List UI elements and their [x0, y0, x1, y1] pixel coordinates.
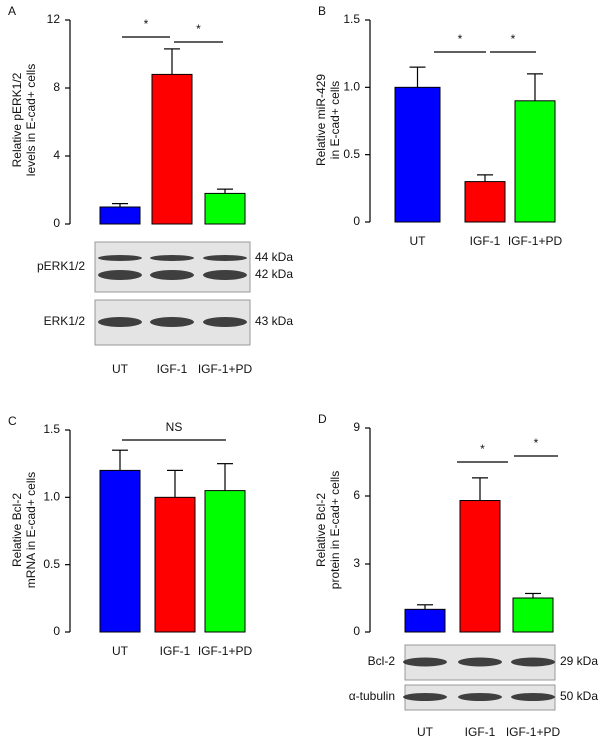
x-tick-label: IGF-1	[470, 234, 501, 248]
y-axis-label: Relative miR-429	[314, 74, 328, 166]
y-axis-label: protein in E-cad+ cells	[328, 471, 342, 589]
significance-label: *	[196, 22, 201, 36]
bar	[204, 490, 246, 633]
y-axis-label: levels in E-cad+ cells	[24, 64, 38, 176]
blot-row-label: ERK1/2	[44, 314, 86, 328]
error-bar	[532, 593, 534, 598]
x-tick-label: IGF-1+PD	[508, 234, 563, 248]
y-tick-label: 0	[53, 624, 60, 638]
error-bar	[174, 470, 176, 498]
blot-band	[403, 657, 447, 667]
error-bar	[484, 174, 486, 182]
y-tick-label: 6	[353, 488, 360, 502]
blot-row-label: Bcl-2	[368, 654, 396, 668]
y-tick-label: 1.5	[343, 12, 360, 26]
bar	[154, 496, 196, 633]
x-tick-label: UT	[417, 725, 434, 739]
blot-band	[458, 657, 502, 667]
significance-label: *	[511, 32, 516, 46]
blot-panel	[94, 241, 251, 293]
blot-band	[203, 317, 247, 327]
error-bar	[534, 73, 536, 101]
y-axis-label: in E-cad+ cells	[328, 81, 342, 159]
y-tick-label: 9	[353, 420, 360, 434]
blot-band	[98, 317, 142, 327]
bar	[459, 500, 501, 633]
panel-label: A	[8, 4, 16, 18]
blot-band	[511, 693, 555, 701]
significance-label: *	[144, 17, 149, 31]
y-tick-label: 1.0	[343, 80, 360, 94]
bar	[99, 469, 141, 633]
y-tick-label: 0	[353, 624, 360, 638]
blot-row-label: α-tubulin	[349, 689, 395, 703]
band-size-label: 42 kDa	[255, 267, 293, 281]
blot-band	[150, 317, 194, 327]
bar	[99, 206, 141, 225]
y-axis-label: Relative pERK1/2	[10, 72, 24, 167]
band-size-label: 50 kDa	[560, 689, 598, 703]
y-tick-label: 12	[47, 12, 61, 26]
y-axis-label: Relative Bcl-2	[314, 493, 328, 567]
y-tick-label: 8	[53, 80, 60, 94]
y-tick-label: 0.5	[343, 147, 360, 161]
error-bar	[224, 189, 226, 194]
blot-row-label: pERK1/2	[37, 259, 85, 273]
y-tick-label: 1.0	[43, 490, 60, 504]
error-bar	[224, 463, 226, 491]
y-axis-label: mRNA in E-cad+ cells	[24, 472, 38, 588]
x-tick-label: UT	[112, 362, 129, 376]
blot-band	[203, 255, 247, 261]
y-tick-label: 0.5	[43, 557, 60, 571]
band-size-label: 43 kDa	[255, 314, 293, 328]
significance-label: *	[480, 442, 485, 456]
blot-band	[98, 255, 142, 261]
x-tick-label: UT	[410, 234, 427, 248]
error-bar	[416, 67, 419, 88]
panel-label: B	[318, 4, 326, 18]
significance-label: *	[534, 436, 539, 450]
blot-band	[403, 693, 447, 701]
x-tick-label: IGF-1+PD	[506, 725, 561, 739]
error-bar	[119, 203, 121, 207]
blot-band	[203, 270, 247, 280]
error-bar	[424, 604, 426, 610]
x-tick-label: UT	[112, 644, 129, 658]
x-tick-label: IGF-1+PD	[198, 362, 253, 376]
error-bar	[171, 48, 173, 75]
y-tick-label: 3	[353, 556, 360, 570]
y-axis-label: Relative Bcl-2	[10, 493, 24, 567]
blot-band	[98, 270, 142, 280]
bar	[514, 100, 556, 223]
x-tick-label: IGF-1	[157, 362, 188, 376]
blot-band	[150, 255, 194, 261]
y-tick-label: 1.5	[43, 422, 60, 436]
y-tick-label: 4	[53, 148, 60, 162]
blot-band	[511, 657, 555, 667]
x-tick-label: IGF-1	[465, 725, 496, 739]
band-size-label: 44 kDa	[255, 250, 293, 264]
significance-label: *	[458, 32, 463, 46]
y-tick-label: 0	[353, 214, 360, 228]
panel-label: C	[8, 414, 17, 428]
x-tick-label: IGF-1+PD	[198, 644, 253, 658]
band-size-label: 29 kDa	[560, 654, 598, 668]
error-bar	[479, 477, 481, 501]
bar	[204, 192, 246, 225]
bar	[404, 608, 446, 633]
panel-label: D	[318, 412, 327, 426]
bar	[394, 86, 441, 223]
blot-band	[458, 693, 502, 701]
bar	[151, 73, 193, 225]
bar	[464, 181, 506, 223]
error-bar	[119, 450, 121, 471]
blot-band	[150, 270, 194, 280]
y-tick-label: 0	[53, 216, 60, 230]
bar	[512, 597, 554, 633]
x-tick-label: IGF-1	[160, 644, 191, 658]
significance-label: NS	[166, 420, 183, 434]
